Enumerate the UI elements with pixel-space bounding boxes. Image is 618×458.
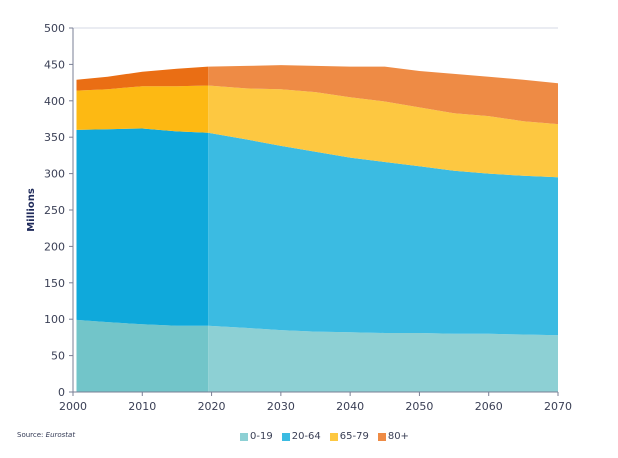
y-tick-label: 0 <box>58 386 65 399</box>
y-axis-ticks: 0 50 100 150 200 250 300 350 400 450 500 <box>44 22 73 399</box>
x-tick-label: 2000 <box>59 400 87 413</box>
y-tick-label: 50 <box>51 350 65 363</box>
x-tick-label: 2050 <box>405 400 433 413</box>
legend-swatch <box>281 432 290 441</box>
area-80plus-projected <box>208 65 558 125</box>
source-note: Source: Eurostat <box>17 431 75 439</box>
legend-swatch <box>240 432 248 441</box>
legend-label: 0-19 <box>250 431 273 442</box>
x-tick-label: 2020 <box>198 400 226 413</box>
area-20-64-projected <box>208 132 558 336</box>
legend-swatch <box>329 432 338 441</box>
y-axis-label: Millions <box>26 188 37 232</box>
area-20-64-historical <box>76 128 209 326</box>
x-tick-label: 2030 <box>267 400 295 413</box>
area-80plus-historical <box>76 66 209 91</box>
y-tick-label: 250 <box>44 204 65 217</box>
y-tick-label: 350 <box>44 131 65 144</box>
y-tick-label: 450 <box>44 58 65 71</box>
x-tick-label: 2040 <box>336 400 364 413</box>
y-tick-label: 300 <box>44 168 65 181</box>
y-tick-label: 150 <box>44 277 65 290</box>
legend-item-80plus: 80+ <box>377 431 409 442</box>
x-tick-label: 2070 <box>544 400 572 413</box>
legend-item-0-19: 0-19 <box>240 431 273 442</box>
area-65-79-historical <box>76 85 209 133</box>
legend-item-65-79: 65-79 <box>329 431 369 442</box>
area-65-79-projected <box>208 85 558 178</box>
legend: 0-19 20-64 65-79 80+ <box>240 431 409 442</box>
area-layer <box>76 65 558 392</box>
x-tick-label: 2060 <box>475 400 503 413</box>
legend-swatch <box>377 432 386 441</box>
legend-label: 80+ <box>387 431 409 442</box>
area-0-19-projected <box>208 325 558 392</box>
source-name: Eurostat <box>45 431 76 439</box>
source-prefix: Source: <box>17 431 44 439</box>
legend-label: 20-64 <box>291 431 321 442</box>
legend-label: 65-79 <box>339 431 369 442</box>
x-tick-label: 2010 <box>128 400 156 413</box>
y-tick-label: 500 <box>44 22 65 35</box>
x-axis-ticks: 2000 2010 2020 2030 2040 2050 2060 2070 <box>59 392 572 413</box>
y-tick-label: 200 <box>44 240 65 253</box>
y-tick-label: 400 <box>44 95 65 108</box>
area-0-19-historical <box>76 319 209 392</box>
y-tick-label: 100 <box>44 313 65 326</box>
legend-item-20-64: 20-64 <box>281 431 321 442</box>
